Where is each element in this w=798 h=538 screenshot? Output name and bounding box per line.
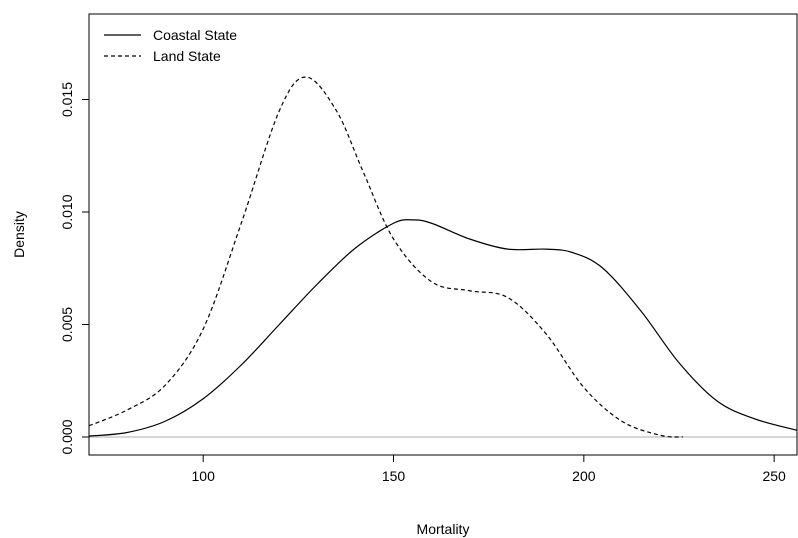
legend-label-land-state: Land State [153,48,221,64]
y-tick-label: 0.000 [59,419,75,454]
legend-label-coastal-state: Coastal State [153,27,237,43]
x-axis-label: Mortality [417,521,470,537]
x-tick-label: 150 [382,468,406,484]
y-tick-label: 0.010 [59,194,75,229]
legend: Coastal State Land State [104,27,237,64]
y-axis-label: Density [11,211,27,258]
series-line-coastal-state [88,219,798,437]
x-tick-label: 200 [572,468,596,484]
series-layer [88,76,798,438]
y-tick-label: 0.005 [59,307,75,342]
x-tick-label: 100 [192,468,216,484]
x-tick-label: 250 [762,468,786,484]
plot-frame [88,13,798,456]
axes: 100 150 200 250 0.000 0.005 0.010 0.015 Mortalit… [11,13,798,537]
series-line-land-state [88,76,683,438]
y-tick-label: 0.015 [59,82,75,117]
